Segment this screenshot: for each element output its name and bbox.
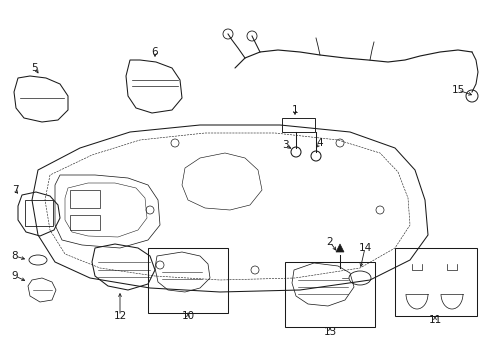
Bar [70, 190, 100, 208]
Text: 13: 13 [323, 327, 336, 337]
Text: 9: 9 [12, 271, 18, 281]
Text: 7: 7 [12, 185, 18, 195]
Text: 2: 2 [326, 237, 333, 247]
Text: 15: 15 [450, 85, 464, 95]
Text: 12: 12 [113, 311, 126, 321]
Text: 11: 11 [427, 315, 441, 325]
Text: 14: 14 [358, 243, 371, 253]
Text: 10: 10 [181, 311, 194, 321]
Text: 3: 3 [281, 140, 288, 150]
Bar [285, 262, 374, 327]
Polygon shape [335, 244, 343, 252]
Text: 4: 4 [316, 138, 323, 148]
Bar [25, 200, 53, 226]
Text: 6: 6 [151, 47, 158, 57]
Bar [70, 215, 100, 230]
Bar [394, 248, 476, 316]
Bar [148, 248, 227, 313]
Text: 5: 5 [32, 63, 38, 73]
Text: 8: 8 [12, 251, 18, 261]
Text: 1: 1 [291, 105, 298, 115]
